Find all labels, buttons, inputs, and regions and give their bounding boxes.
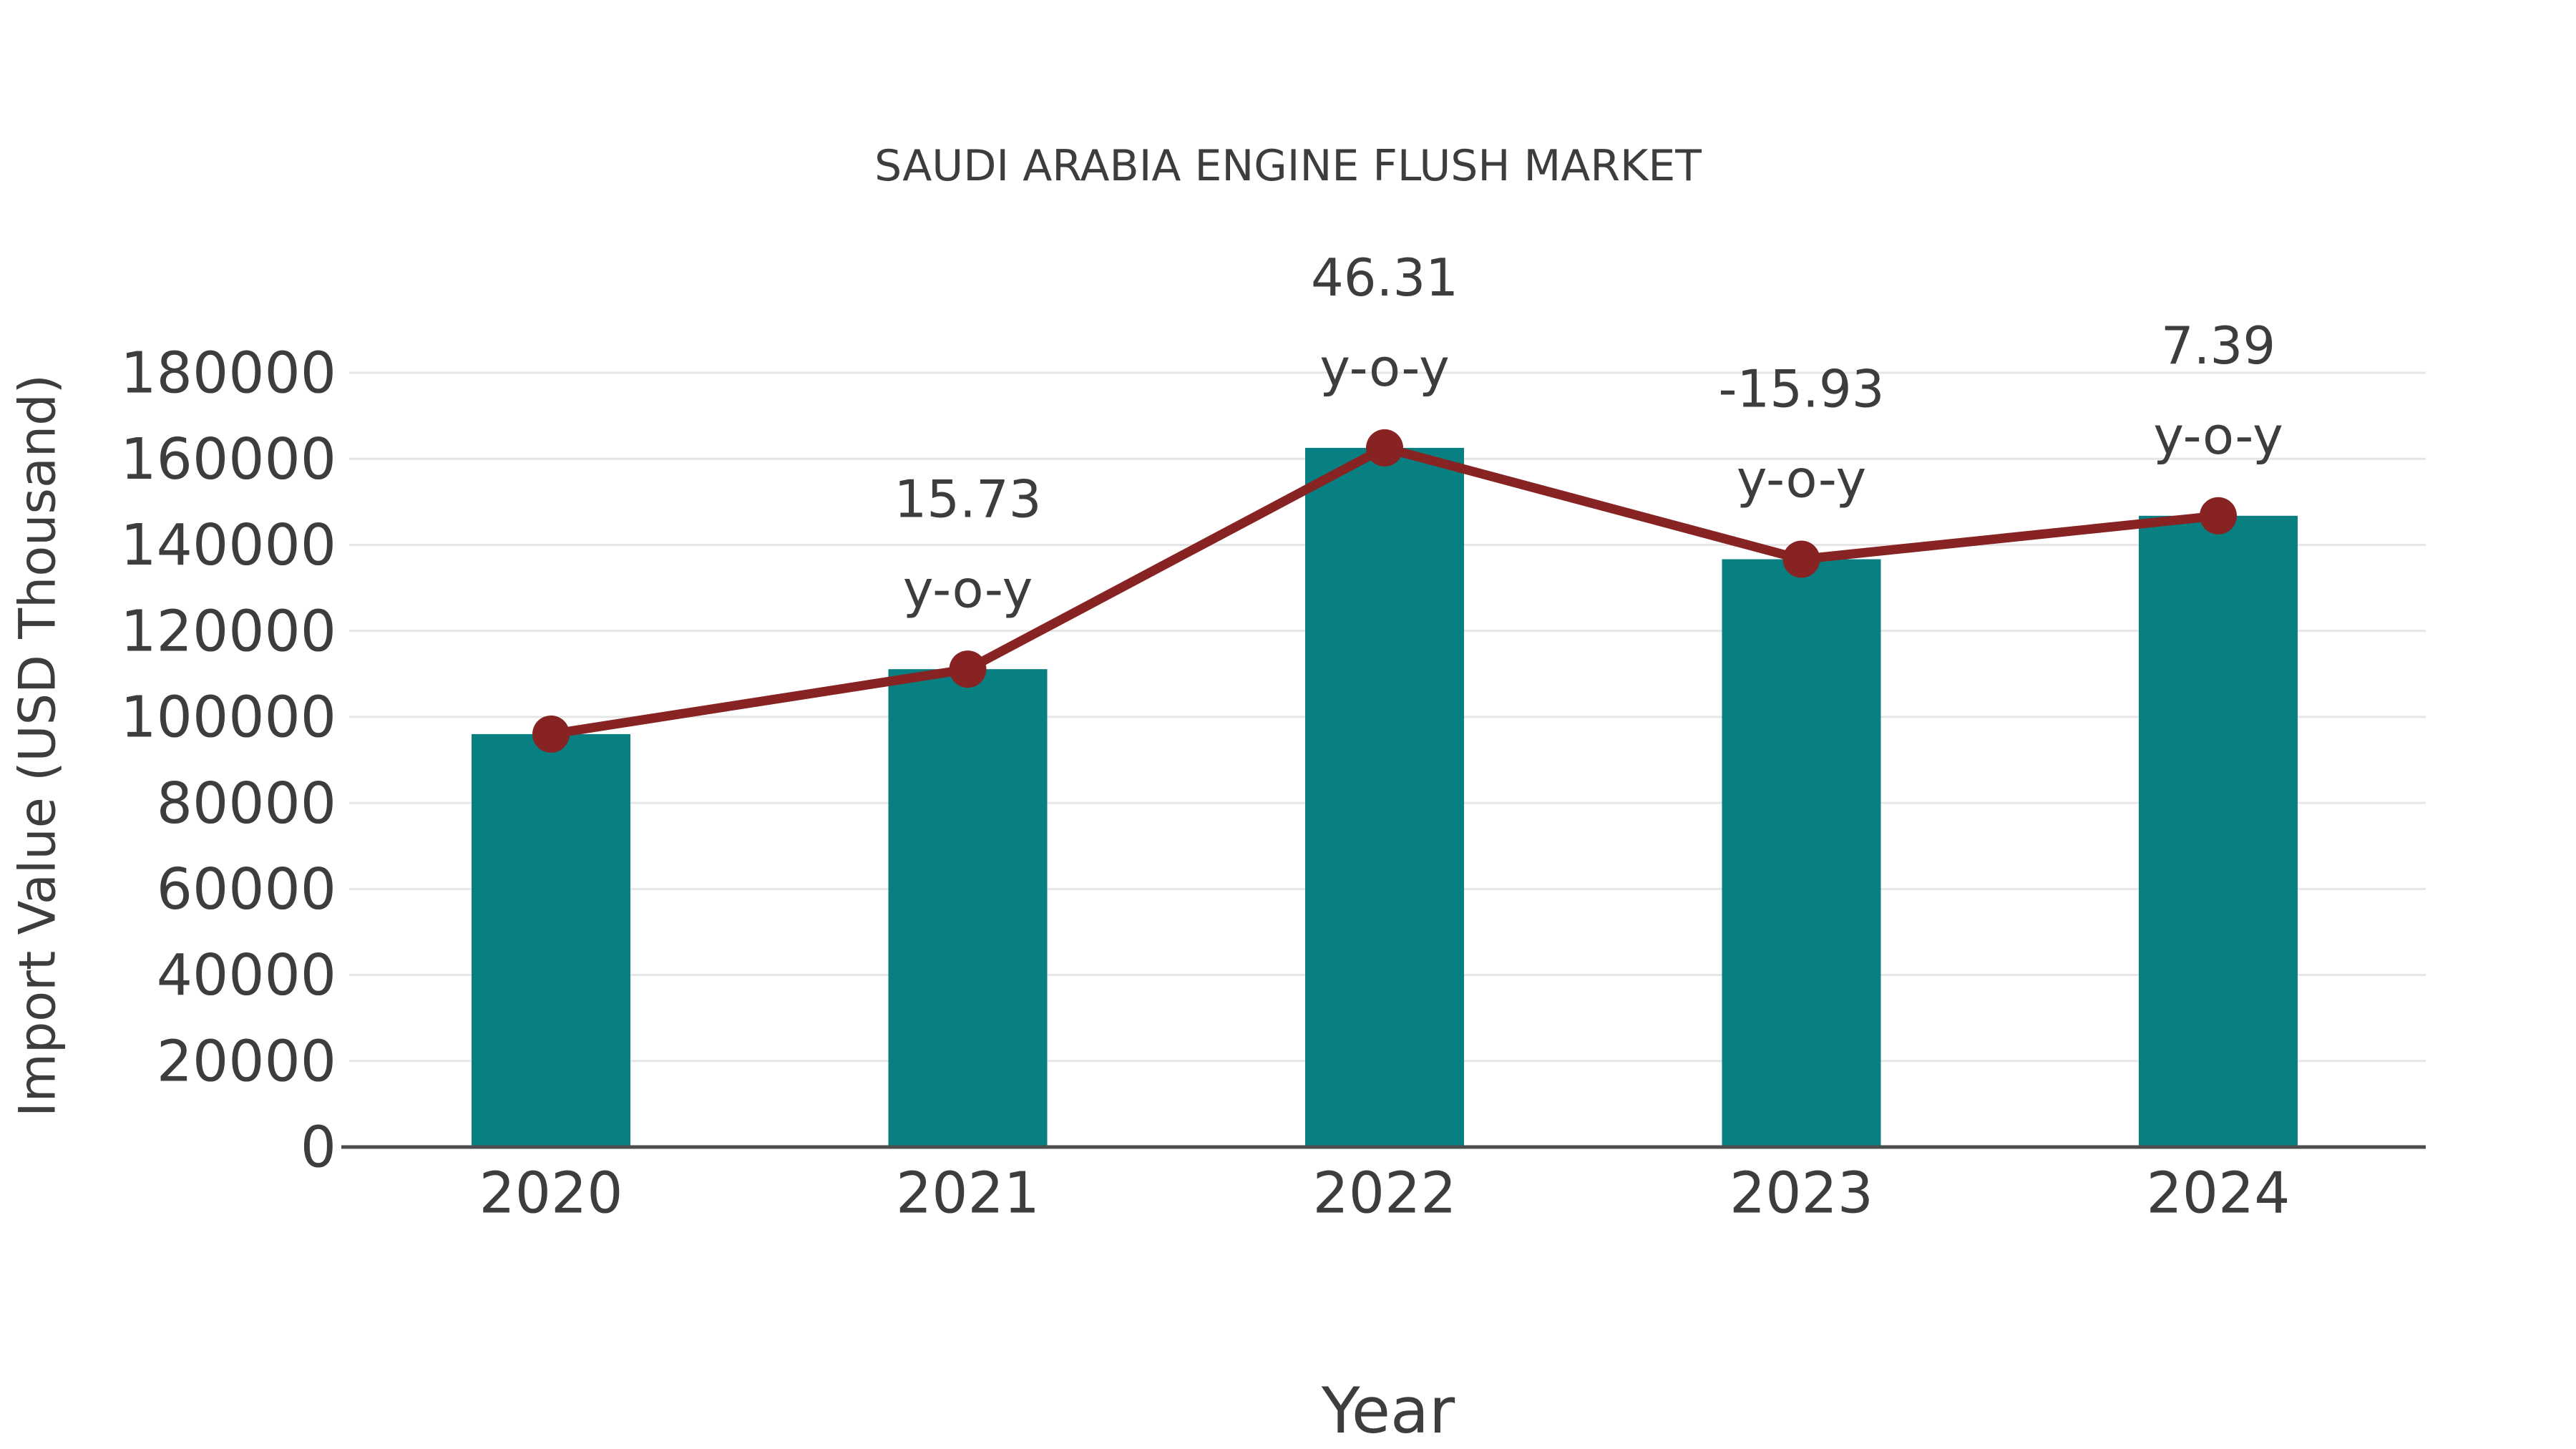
bar-2022 xyxy=(1305,447,1464,1147)
marker-2024 xyxy=(2200,497,2237,535)
bar-2024 xyxy=(2139,515,2298,1147)
line-series xyxy=(532,429,2237,753)
marker-2021 xyxy=(949,650,987,688)
y-tick-label-0: 0 xyxy=(301,1115,336,1181)
annotation-value-2023: -15.93 xyxy=(1718,359,1884,419)
y-tick-label-120000: 120000 xyxy=(120,598,336,664)
x-tick-label-2021: 2021 xyxy=(896,1161,1040,1226)
marker-2023 xyxy=(1782,540,1820,578)
y-tick-label-20000: 20000 xyxy=(157,1028,336,1094)
y-axis-label: Import Value (USD Thousand) xyxy=(9,374,67,1117)
annotation-value-2022: 46.31 xyxy=(1311,248,1458,308)
y-tick-label-180000: 180000 xyxy=(120,341,336,406)
annotation-unit-2023: y-o-y xyxy=(1737,449,1866,509)
x-tick-label-2024: 2024 xyxy=(2146,1161,2290,1226)
marker-2022 xyxy=(1366,429,1403,467)
bar-2021 xyxy=(888,669,1048,1147)
marker-2020 xyxy=(532,715,570,753)
x-axis-label: Year xyxy=(1321,1374,1455,1448)
annotation-value-2021: 15.73 xyxy=(894,469,1041,529)
y-tick-label-100000: 100000 xyxy=(120,685,336,751)
annotation-unit-2021: y-o-y xyxy=(903,559,1033,619)
x-tick-label-2020: 2020 xyxy=(479,1161,623,1226)
y-tick-label-40000: 40000 xyxy=(157,942,336,1008)
annotation-unit-2022: y-o-y xyxy=(1319,338,1449,398)
annotation-value-2024: 7.39 xyxy=(2161,316,2275,376)
y-tick-labels: 0 20000 40000 60000 80000 100000 120000 140000 1… xyxy=(120,341,336,1181)
y-tick-label-60000: 60000 xyxy=(157,857,336,922)
bar-2023 xyxy=(1722,559,1881,1147)
y-tick-label-80000: 80000 xyxy=(157,771,336,836)
chart-title: SAUDI ARABIA ENGINE FLUSH MARKET xyxy=(874,141,1702,191)
x-tick-label-2022: 2022 xyxy=(1312,1161,1456,1226)
bar-2020 xyxy=(472,733,630,1147)
y-tick-label-140000: 140000 xyxy=(120,512,336,578)
x-tick-labels: 2020 2021 2022 2023 2024 xyxy=(479,1161,2290,1226)
yoy-annotations: 15.73 y-o-y 46.31 y-o-y -15.93 y-o-y 7.39 y-o-y xyxy=(894,248,2283,619)
bar-series xyxy=(472,447,2298,1147)
y-tick-label-160000: 160000 xyxy=(120,426,336,492)
annotation-unit-2024: y-o-y xyxy=(2153,406,2283,466)
x-tick-label-2023: 2023 xyxy=(1729,1161,1873,1226)
